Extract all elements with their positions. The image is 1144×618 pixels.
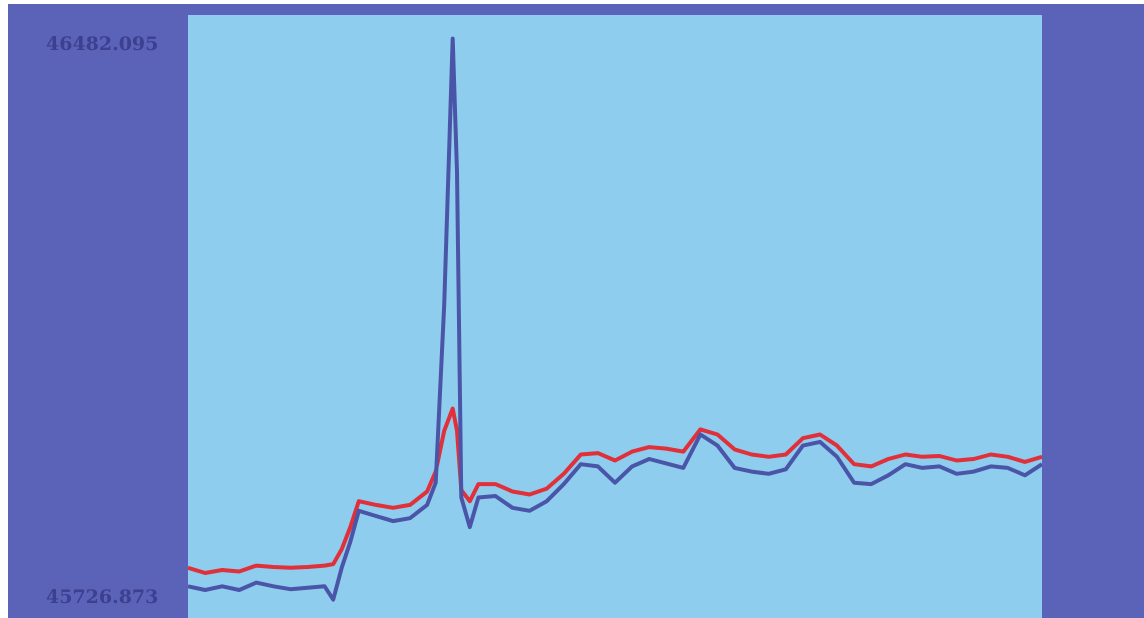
y-axis-min-label: 45726.873 <box>46 586 159 608</box>
series-red-line <box>188 406 1042 575</box>
line-chart <box>188 36 1042 602</box>
series-blue-line <box>188 36 1042 602</box>
y-axis-max-label: 46482.095 <box>46 33 159 55</box>
plot-area <box>188 15 1042 618</box>
